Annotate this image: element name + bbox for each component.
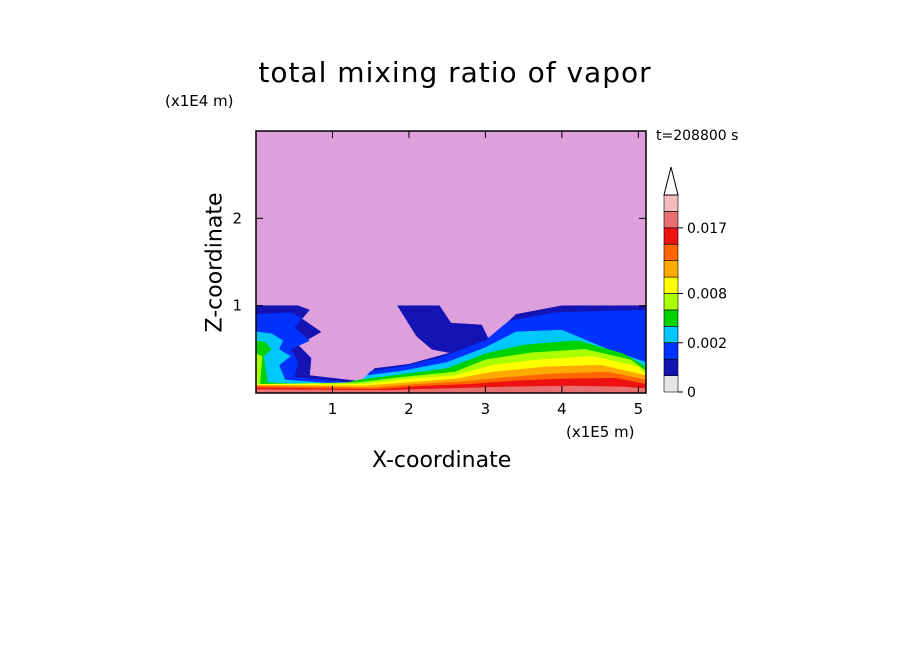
colorbar-swatch	[663, 211, 679, 229]
colorbar-swatch	[663, 244, 679, 262]
y-axis-unit: (x1E4 m)	[165, 92, 234, 110]
x-tick-label: 2	[404, 400, 414, 418]
contour-region-10	[256, 385, 646, 393]
colorbar-swatch	[663, 342, 679, 360]
colorbar-tick-label: 0.002	[687, 336, 727, 352]
x-tick-label: 4	[557, 400, 567, 418]
x-tick-label: 3	[481, 400, 491, 418]
colorbar-swatch	[663, 260, 679, 278]
x-axis-label: X-coordinate	[372, 448, 512, 473]
x-tick-label: 1	[328, 400, 338, 418]
colorbar-tick-label: 0	[687, 385, 696, 401]
time-annotation: t=208800 s	[656, 128, 739, 144]
y-tick-label: 2	[232, 209, 242, 227]
colorbar-swatch	[663, 194, 679, 212]
colorbar-tick-label: 0.017	[687, 221, 727, 237]
colorbar-swatch	[663, 325, 679, 343]
x-tick-label: 5	[634, 400, 644, 418]
colorbar-swatch	[663, 227, 679, 245]
colorbar-swatch	[663, 375, 679, 393]
colorbar-tick-label: 0.008	[687, 287, 727, 303]
colorbar-swatch	[663, 276, 679, 294]
plot-frame	[255, 130, 647, 394]
y-tick-label: 1	[232, 297, 242, 315]
colorbar-swatch	[663, 358, 679, 376]
colorbar-swatch	[663, 309, 679, 327]
x-axis-unit: (x1E5 m)	[566, 423, 635, 441]
colorbar-extend-arrow	[663, 166, 679, 196]
chart-title: total mixing ratio of vapor	[258, 56, 652, 89]
colorbar-swatch	[663, 293, 679, 311]
